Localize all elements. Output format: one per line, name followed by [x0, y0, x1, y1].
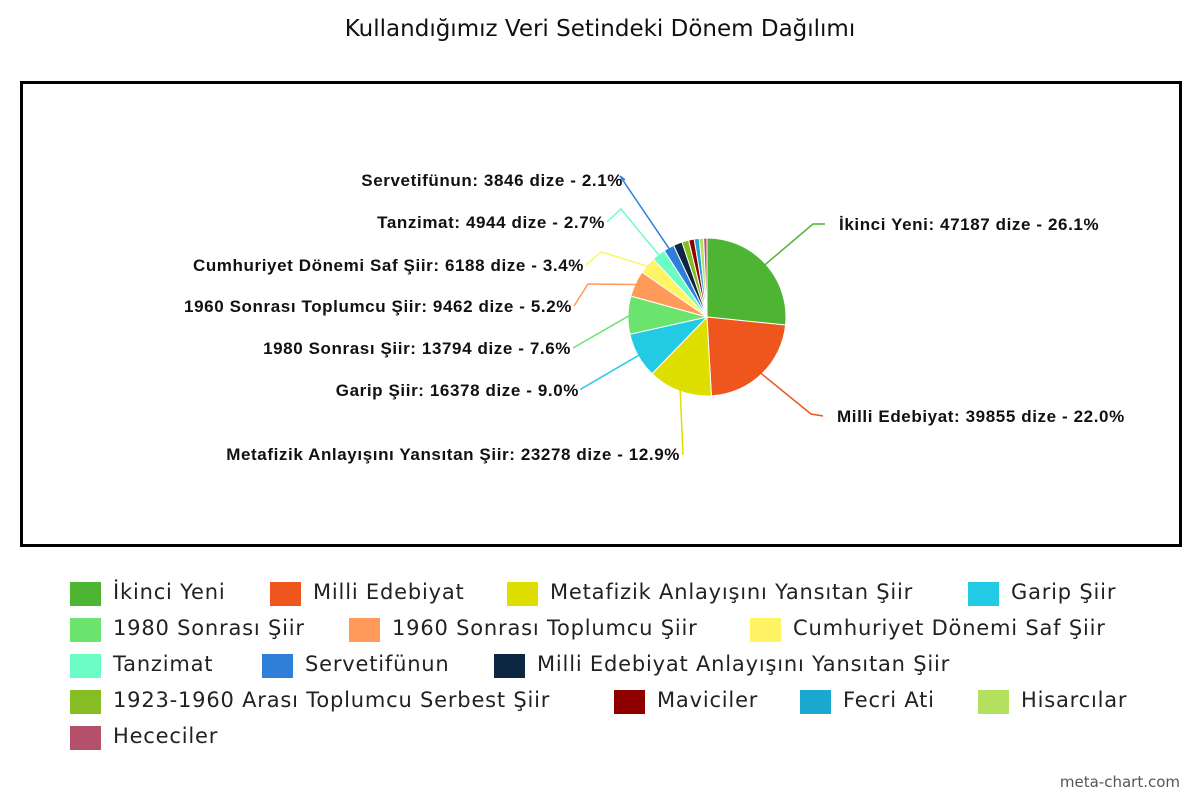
legend-swatch: [70, 726, 101, 750]
label-connector: [572, 314, 631, 349]
watermark: meta-chart.com: [1059, 773, 1180, 791]
legend-label: Milli Edebiyat Anlayışını Yansıtan Şiir: [537, 652, 951, 676]
legend-label: Hisarcılar: [1021, 688, 1128, 712]
legend-label: Milli Edebiyat: [313, 580, 465, 604]
legend-label: Hececiler: [113, 724, 219, 748]
legend-swatch: [800, 690, 831, 714]
pie-slice: [703, 237, 708, 318]
legend-swatch: [968, 582, 999, 606]
legend-swatch: [349, 618, 380, 642]
label-connector: [619, 175, 671, 251]
slice-label: Cumhuriyet Dönemi Saf Şiir: 6188 dize - …: [193, 256, 584, 275]
legend-swatch: [262, 654, 293, 678]
slice-label: 1960 Sonrası Toplumcu Şiir: 9462 dize - …: [184, 297, 572, 316]
legend-label: İkinci Yeni: [113, 580, 226, 604]
legend-label: Metafizik Anlayışını Yansıtan Şiir: [550, 580, 914, 604]
slice-label: Tanzimat: 4944 dize - 2.7%: [377, 213, 605, 232]
pie-slice: [706, 237, 787, 326]
label-connector: [606, 207, 661, 257]
chart-title: Kullandığımız Veri Setindeki Dönem Dağıl…: [344, 16, 856, 42]
legend-swatch: [750, 618, 781, 642]
slice-label: Garip Şiir: 16378 dize - 9.0%: [336, 381, 579, 400]
legend-swatch: [70, 582, 101, 606]
pie-chart: İkinci Yeni: 47187 dize - 26.1% Milli Ede…: [184, 171, 1125, 464]
legend-swatch: [270, 582, 301, 606]
legend-swatch: [70, 654, 101, 678]
slice-label: Servetifünun: 3846 dize - 2.1%: [361, 171, 623, 190]
legend-swatch: [70, 690, 101, 714]
legend-label: 1980 Sonrası Şiir: [113, 616, 305, 640]
legend-swatch: [978, 690, 1009, 714]
label-connector: [759, 372, 824, 417]
slice-label: Metafizik Anlayışını Yansıtan Şiir: 2327…: [226, 445, 680, 464]
legend-label: Garip Şiir: [1011, 580, 1117, 604]
legend-label: Fecri Ati: [843, 688, 935, 712]
legend-swatch: [494, 654, 525, 678]
legend-label: 1960 Sonrası Toplumcu Şiir: [392, 616, 698, 640]
label-connector: [573, 283, 638, 307]
slice-label: 1980 Sonrası Şiir: 13794 dize - 7.6%: [263, 339, 571, 358]
legend-label: Cumhuriyet Dönemi Saf Şiir: [793, 616, 1106, 640]
chart-frame: İkinci Yeni: 47187 dize - 26.1% Milli Ede…: [20, 81, 1182, 547]
legend-label: Maviciler: [657, 688, 759, 712]
slice-label: Milli Edebiyat: 39855 dize - 22.0%: [837, 407, 1125, 426]
legend-swatch: [70, 618, 101, 642]
legend-swatch: [614, 690, 645, 714]
label-connector: [679, 389, 684, 455]
legend-label: Servetifünun: [305, 652, 450, 676]
legend-label: Tanzimat: [113, 652, 214, 676]
label-connector: [580, 354, 641, 390]
legend-swatch: [507, 582, 538, 606]
label-connector: [763, 223, 825, 266]
legend-label: 1923-1960 Arası Toplumcu Serbest Şiir: [113, 688, 551, 712]
slice-label: İkinci Yeni: 47187 dize - 26.1%: [839, 215, 1099, 234]
label-connector: [585, 251, 649, 268]
